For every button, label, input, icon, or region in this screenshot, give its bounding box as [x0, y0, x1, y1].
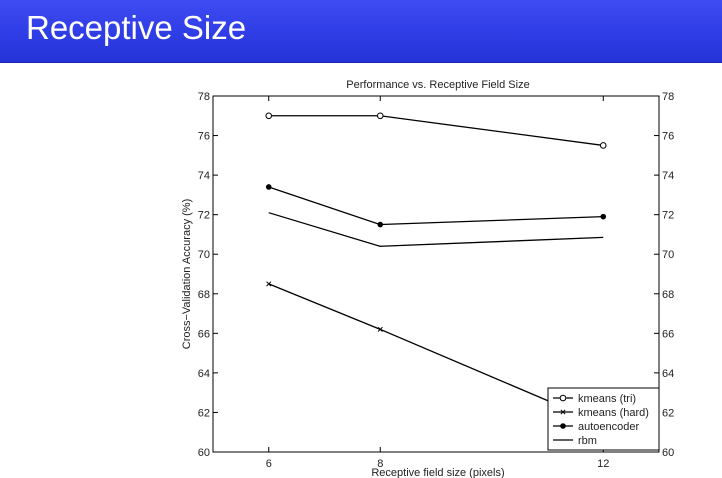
title-bar: Receptive Size: [0, 0, 722, 63]
marker-dot: [265, 184, 272, 190]
y-tick-label-left: 70: [198, 249, 210, 261]
marker-circle: [599, 142, 607, 149]
chart-title: Performance vs. Receptive Field Size: [346, 79, 529, 91]
legend-item: rbm: [553, 435, 597, 447]
y-tick-label-right: 74: [662, 170, 674, 182]
y-tick-label-right: 76: [662, 131, 674, 143]
y-tick-label-left: 72: [198, 210, 210, 222]
legend-item: autoencoder: [553, 421, 639, 433]
y-tick-label-right: 72: [662, 210, 674, 222]
x-tick-label: 8: [377, 458, 383, 470]
y-tick-label-right: 64: [662, 368, 674, 380]
series-line: [268, 186, 604, 226]
legend-label: autoencoder: [578, 421, 639, 433]
y-tick-label-left: 78: [198, 91, 210, 103]
series-kmeans-tri: [265, 112, 607, 149]
y-axis-label: Cross−Validation Accuracy (%): [181, 199, 193, 350]
marker-dot: [600, 213, 607, 220]
marker-circle: [376, 112, 384, 120]
legend-label: kmeans (tri): [578, 393, 636, 405]
y-tick-label-left: 62: [198, 407, 210, 419]
y-tick-label-right: 60: [662, 447, 674, 459]
y-tick-label-right: 68: [662, 289, 674, 301]
marker-dot: [560, 423, 566, 429]
series-autoencoder: [265, 184, 607, 228]
legend-label: kmeans (hard): [578, 407, 649, 419]
series-line: [268, 212, 604, 247]
marker-x: [266, 281, 272, 287]
y-tick-label-right: 70: [662, 249, 674, 261]
y-tick-label-right: 66: [662, 328, 674, 340]
legend-item: kmeans (hard): [553, 407, 649, 419]
y-tick-label-left: 66: [198, 328, 210, 340]
y-tick-label-left: 68: [198, 289, 210, 301]
slide-title: Receptive Size: [26, 9, 247, 46]
x-tick-label: 12: [597, 458, 609, 470]
legend-label: rbm: [578, 435, 597, 447]
marker-circle: [265, 112, 273, 120]
marker-dot: [377, 221, 384, 228]
series-rbm: [268, 212, 604, 247]
y-tick-label-left: 60: [198, 447, 210, 459]
y-tick-label-right: 78: [662, 91, 674, 103]
marker-x: [377, 326, 383, 332]
y-tick-label-left: 64: [198, 368, 210, 380]
marker-x: [560, 409, 566, 415]
y-tick-label-left: 74: [198, 170, 210, 182]
series-line: [268, 115, 604, 147]
legend-item: kmeans (tri): [553, 393, 636, 405]
marker-circle: [559, 394, 567, 402]
x-tick-label: 6: [266, 458, 272, 470]
y-tick-label-left: 76: [198, 131, 210, 143]
x-axis-label: Receptive field size (pixels): [371, 467, 504, 478]
plot-area: [212, 95, 660, 453]
y-tick-label-right: 62: [662, 407, 674, 419]
